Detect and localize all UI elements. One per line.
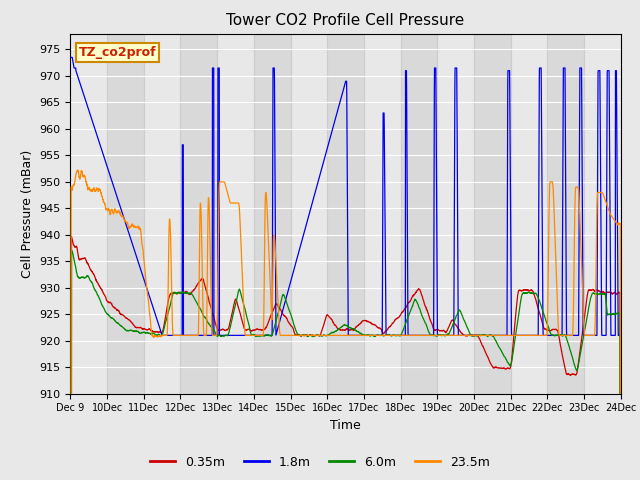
Bar [254, 34, 291, 394]
Legend: 0.35m, 1.8m, 6.0m, 23.5m: 0.35m, 1.8m, 6.0m, 23.5m [145, 451, 495, 474]
Bar [401, 34, 437, 394]
Bar [474, 34, 511, 394]
Bar [107, 34, 144, 394]
Bar [180, 34, 217, 394]
Y-axis label: Cell Pressure (mBar): Cell Pressure (mBar) [21, 149, 34, 278]
Title: Tower CO2 Profile Cell Pressure: Tower CO2 Profile Cell Pressure [227, 13, 465, 28]
Text: TZ_co2prof: TZ_co2prof [79, 46, 156, 59]
Bar [547, 34, 584, 394]
Bar [327, 34, 364, 394]
X-axis label: Time: Time [330, 419, 361, 432]
